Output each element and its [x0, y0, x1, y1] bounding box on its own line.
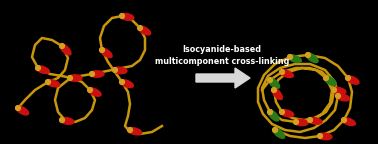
- Ellipse shape: [294, 119, 308, 126]
- Ellipse shape: [46, 80, 50, 84]
- Ellipse shape: [324, 76, 336, 86]
- Ellipse shape: [119, 80, 124, 84]
- Ellipse shape: [268, 78, 280, 88]
- Ellipse shape: [90, 72, 94, 76]
- Ellipse shape: [90, 71, 104, 77]
- Ellipse shape: [288, 55, 301, 62]
- Ellipse shape: [332, 87, 346, 94]
- Ellipse shape: [346, 76, 359, 84]
- Ellipse shape: [345, 76, 350, 80]
- Ellipse shape: [100, 48, 112, 58]
- Ellipse shape: [272, 88, 282, 100]
- Text: multicomponent cross-linking: multicomponent cross-linking: [155, 57, 289, 67]
- Ellipse shape: [318, 133, 332, 140]
- Ellipse shape: [36, 66, 50, 74]
- Ellipse shape: [324, 76, 328, 80]
- Ellipse shape: [68, 75, 82, 81]
- Ellipse shape: [294, 120, 298, 124]
- Ellipse shape: [119, 14, 124, 18]
- Text: Isocyanide-based: Isocyanide-based: [183, 46, 262, 54]
- Ellipse shape: [308, 118, 322, 124]
- Ellipse shape: [272, 88, 276, 92]
- Ellipse shape: [60, 118, 64, 122]
- Ellipse shape: [88, 88, 101, 96]
- Ellipse shape: [308, 118, 312, 122]
- Ellipse shape: [128, 128, 132, 132]
- Ellipse shape: [268, 110, 273, 114]
- Ellipse shape: [138, 26, 143, 30]
- Ellipse shape: [60, 44, 64, 48]
- Ellipse shape: [128, 128, 142, 135]
- Ellipse shape: [336, 94, 350, 101]
- Ellipse shape: [113, 67, 127, 74]
- Ellipse shape: [68, 76, 73, 80]
- Ellipse shape: [280, 70, 284, 74]
- Ellipse shape: [332, 88, 336, 92]
- Ellipse shape: [46, 80, 60, 87]
- Ellipse shape: [336, 94, 341, 98]
- Ellipse shape: [15, 106, 20, 110]
- Ellipse shape: [318, 134, 322, 138]
- Ellipse shape: [280, 70, 293, 77]
- FancyArrow shape: [196, 68, 250, 88]
- Ellipse shape: [306, 53, 318, 63]
- Ellipse shape: [268, 78, 273, 82]
- Ellipse shape: [60, 118, 74, 124]
- Ellipse shape: [273, 128, 277, 132]
- Ellipse shape: [88, 88, 92, 92]
- Ellipse shape: [342, 118, 355, 126]
- Ellipse shape: [280, 110, 284, 114]
- Ellipse shape: [16, 106, 29, 115]
- Ellipse shape: [60, 44, 71, 55]
- Ellipse shape: [119, 13, 134, 20]
- Ellipse shape: [305, 53, 310, 57]
- Ellipse shape: [342, 118, 346, 122]
- Ellipse shape: [273, 128, 285, 138]
- Ellipse shape: [280, 110, 294, 117]
- Ellipse shape: [113, 68, 118, 72]
- Ellipse shape: [36, 66, 40, 70]
- Ellipse shape: [288, 55, 293, 59]
- Ellipse shape: [268, 110, 279, 121]
- Ellipse shape: [138, 26, 150, 35]
- Ellipse shape: [120, 80, 133, 88]
- Ellipse shape: [99, 48, 104, 52]
